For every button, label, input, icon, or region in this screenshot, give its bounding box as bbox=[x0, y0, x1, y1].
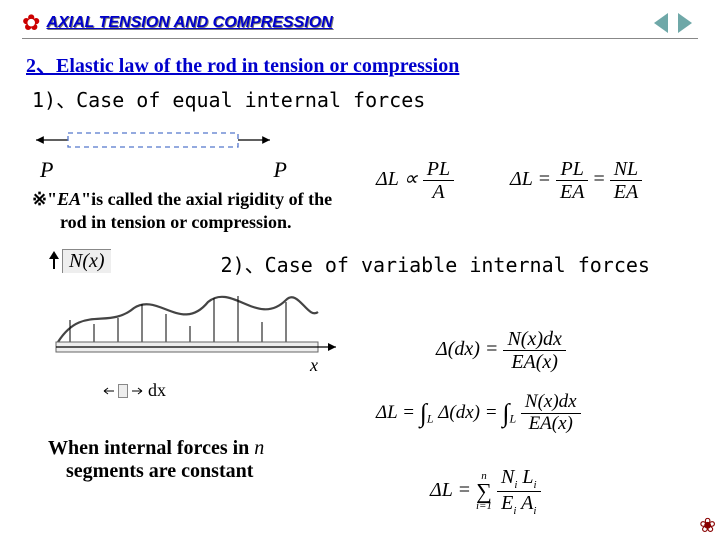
rod-svg bbox=[28, 123, 278, 157]
prev-icon[interactable] bbox=[654, 13, 668, 33]
variable-force-diagram bbox=[42, 274, 342, 374]
case1-label: 1)、Case of equal internal forces bbox=[32, 84, 698, 113]
next-icon[interactable] bbox=[678, 13, 692, 33]
force-p-right: P bbox=[273, 157, 286, 183]
n-of-x-label: N(x) bbox=[62, 249, 111, 273]
header-title: AXIAL TENSION AND COMPRESSION bbox=[46, 14, 332, 32]
up-arrow-icon bbox=[46, 249, 62, 271]
force-p-left: P bbox=[40, 157, 53, 183]
formula-integral: ΔL = ∫L Δ(dx) = ∫L N(x)dxEA(x) bbox=[376, 392, 581, 435]
dx-label: dx bbox=[148, 380, 166, 401]
header: ✿ AXIAL TENSION AND COMPRESSION bbox=[22, 10, 698, 36]
formula-sum: ΔL = n ∑ i=1 Ni Li Ei Ai bbox=[430, 466, 541, 517]
segments-note: When internal forces in n segments are c… bbox=[48, 437, 698, 483]
corner-flower-icon: ❀ bbox=[699, 513, 716, 538]
header-rule bbox=[22, 38, 698, 39]
section-title: 2、Elastic law of the rod in tension or c… bbox=[26, 49, 698, 78]
formula-deltaL: ΔL = PLEA = NLEA bbox=[510, 158, 642, 203]
rod-diagram bbox=[28, 123, 698, 157]
nav-buttons bbox=[654, 13, 692, 33]
flower-icon: ✿ bbox=[22, 10, 40, 36]
formula-delta-dx: Δ(dx) = N(x)dxEA(x) bbox=[436, 328, 566, 373]
formula-prop: ΔL ∝ PLA bbox=[376, 158, 454, 203]
ea-note-l2: rod in tension or compression. bbox=[60, 212, 698, 233]
